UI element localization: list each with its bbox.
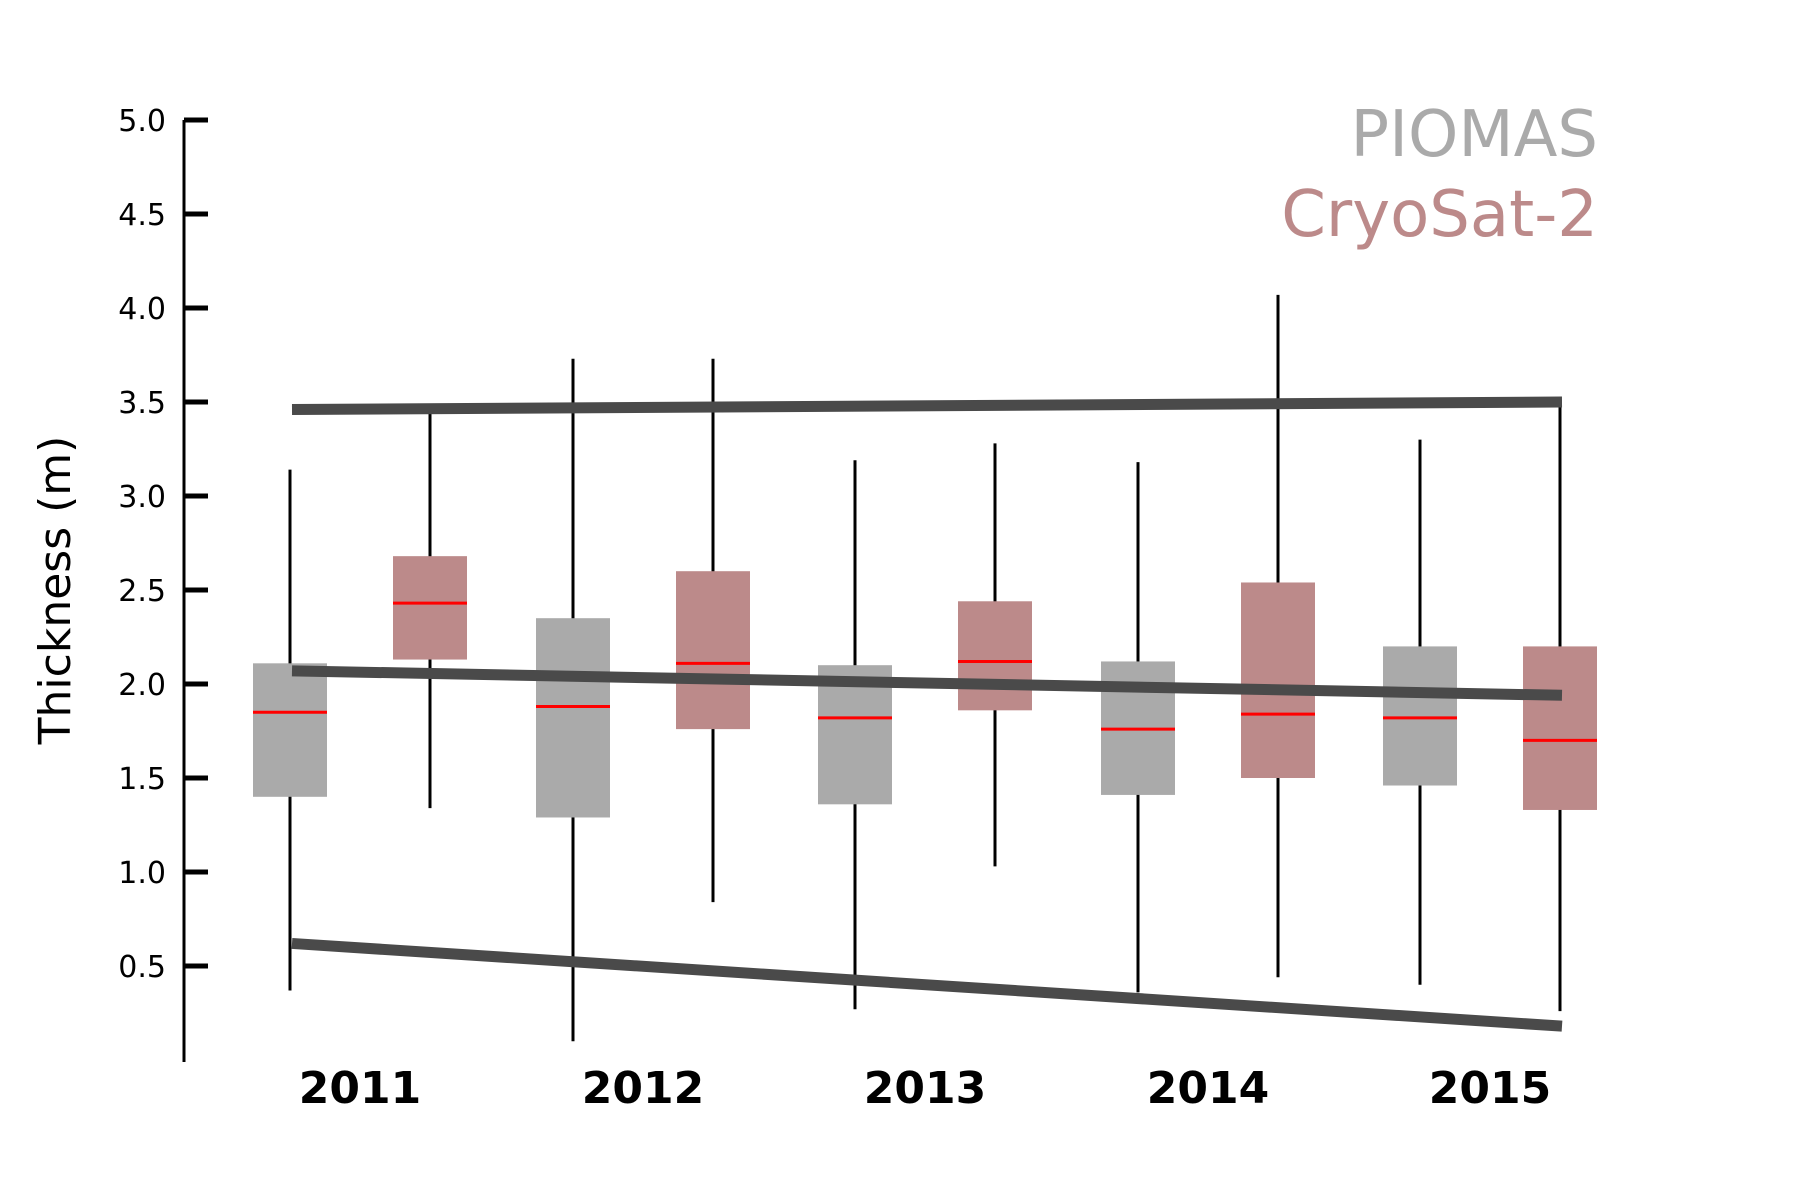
box-iqr: [253, 663, 327, 797]
legend-entry: PIOMAS: [1351, 98, 1598, 172]
x-tick-label: 2011: [299, 1063, 421, 1114]
trend-line-2: [291, 665, 1563, 701]
y-tick-label: 1.5: [118, 762, 166, 797]
box-cryosat-2-2011: [393, 405, 467, 809]
box-iqr: [1383, 646, 1457, 786]
box-piomas-2014: [1101, 462, 1175, 993]
y-tick-label: 5.0: [118, 104, 166, 139]
y-tick-label: 4.5: [118, 198, 166, 233]
trend-line-3: [291, 937, 1563, 1032]
box-piomas-2011: [253, 469, 327, 991]
box-piomas-2015: [1383, 439, 1457, 985]
y-tick-label: 4.0: [118, 292, 166, 327]
y-tick-label: 1.0: [118, 856, 166, 891]
trend-lines: [291, 396, 1563, 1032]
box-iqr: [1241, 582, 1315, 778]
y-axis-title: Thickness (m): [30, 436, 81, 746]
x-axis-labels: 2011 2012 2013 2014 2015: [299, 1063, 1551, 1114]
box-iqr: [1523, 646, 1597, 810]
box-iqr: [393, 556, 467, 660]
x-tick-label: 2013: [864, 1063, 986, 1114]
y-tick-label: 3.5: [118, 386, 166, 421]
box-cryosat-2-2012: [676, 358, 750, 903]
y-tick-label: 0.5: [118, 950, 166, 985]
box-iqr: [536, 618, 610, 818]
boxes: [253, 294, 1597, 1042]
box-iqr: [676, 571, 750, 730]
box-iqr: [818, 665, 892, 805]
box-iqr: [958, 601, 1032, 711]
x-tick-label: 2014: [1147, 1063, 1269, 1114]
y-tick-label: 2.0: [118, 668, 166, 703]
box-piomas-2012: [536, 358, 610, 1042]
box-piomas-2013: [818, 460, 892, 1010]
y-axis: 0.5 1.0 1.5 2.0 2.5 3.0 3.5 4.0 4.5 5.0: [118, 104, 208, 1062]
y-tick-label: 3.0: [118, 480, 166, 515]
y-tick-label: 2.5: [118, 574, 166, 609]
x-tick-label: 2015: [1429, 1063, 1551, 1114]
x-tick-label: 2012: [582, 1063, 704, 1114]
box-cryosat-2-2013: [958, 443, 1032, 867]
box-cryosat-2-2015: [1523, 405, 1597, 1012]
trend-line-1: [291, 396, 1563, 416]
box-cryosat-2-2014: [1241, 294, 1315, 978]
legend-entry: CryoSat-2: [1281, 178, 1598, 252]
